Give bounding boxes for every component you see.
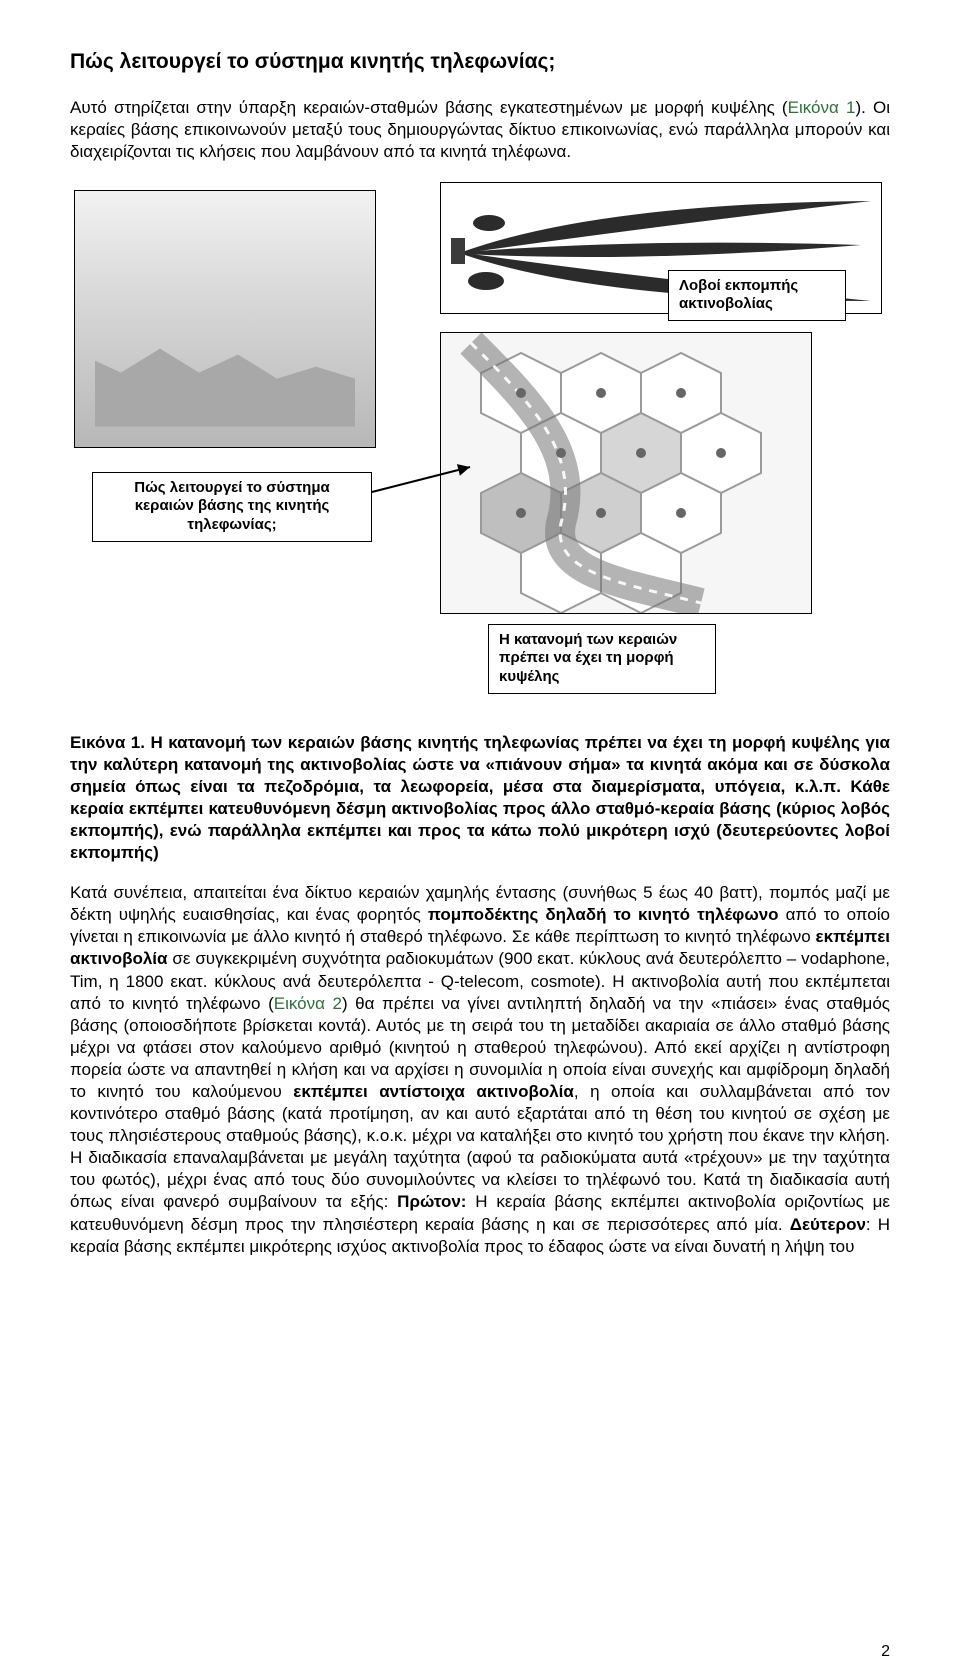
body-paragraph: Κατά συνέπεια, απαιτείται ένα δίκτυο κερ…: [70, 882, 890, 1258]
hexagon-cell-diagram: [440, 332, 812, 614]
hex-svg: [441, 333, 811, 613]
figure-number: Εικόνα 1.: [70, 733, 145, 752]
antenna-photo: [74, 190, 376, 448]
figure-1-caption: Εικόνα 1. Η κατανομή των κεραιών βάσης κ…: [70, 732, 890, 865]
figure-2-reference: Εικόνα 2: [274, 994, 342, 1013]
figure-1-reference: Εικόνα 1: [788, 98, 856, 117]
caption-text: Η κατανομή των κεραιών βάσης κινητής τηλ…: [70, 733, 890, 862]
body-bold-1: πομποδέκτης δηλαδή το κινητό τηλέφωνο: [428, 905, 779, 924]
intro-paragraph: Αυτό στηρίζεται στην ύπαρξη κεραιών-σταθ…: [70, 97, 890, 163]
body-bold-3: εκπέμπει αντίστοιχα ακτινοβολία: [293, 1082, 574, 1101]
body-bold-4: Πρώτον:: [397, 1192, 466, 1211]
system-label: Πώς λειτουργεί το σύστημα κεραιών βάσης …: [92, 472, 372, 542]
body-bold-5: Δεύτερον: [790, 1215, 866, 1234]
intro-text-a: Αυτό στηρίζεται στην ύπαρξη κεραιών-σταθ…: [70, 98, 788, 117]
page-title: Πώς λειτουργεί το σύστημα κινητής τηλεφω…: [70, 48, 890, 75]
figure-1-block: Λοβοί εκπομπής ακτινοβολίας Πώς λειτουργ…: [70, 182, 890, 722]
page-number: 2: [881, 1643, 890, 1661]
distribution-label: Η κατανομή των κεραιών πρέπει να έχει τη…: [488, 624, 716, 694]
lobes-label: Λοβοί εκπομπής ακτινοβολίας: [668, 270, 846, 322]
document-page: Πώς λειτουργεί το σύστημα κινητής τηλεφω…: [0, 0, 960, 1677]
